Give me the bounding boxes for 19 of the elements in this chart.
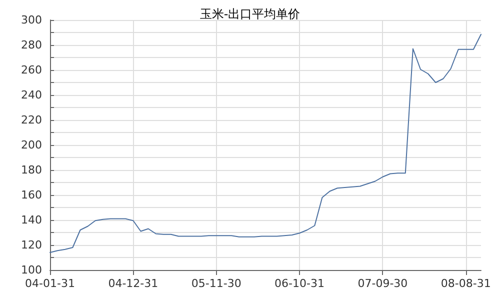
y-tick-label: 260 [21,64,42,76]
y-tick-label: 300 [21,14,42,26]
y-tick-label: 140 [21,214,42,226]
x-tick-label: 04-01-31 [25,277,75,290]
x-tick-label: 07-09-30 [358,277,408,290]
x-tick-label: 06-10-31 [274,277,324,290]
y-tick-label: 200 [21,138,42,152]
chart-title: 玉米-出口平均单价 [200,7,300,21]
x-tick-label: 05-11-30 [191,277,242,290]
y-tick-label: 160 [21,188,42,202]
line-series [50,34,482,253]
y-tick-label: 240 [21,88,42,102]
x-tick-label: 08-08-31 [440,277,491,290]
y-tick-label: 180 [21,164,42,176]
y-tick-label: 100 [21,264,42,276]
y-tick-label: 220 [21,114,42,126]
y-tick-label: 280 [21,38,42,52]
y-tick-label: 120 [21,238,42,252]
x-tick-label: 04-12-31 [108,277,158,290]
